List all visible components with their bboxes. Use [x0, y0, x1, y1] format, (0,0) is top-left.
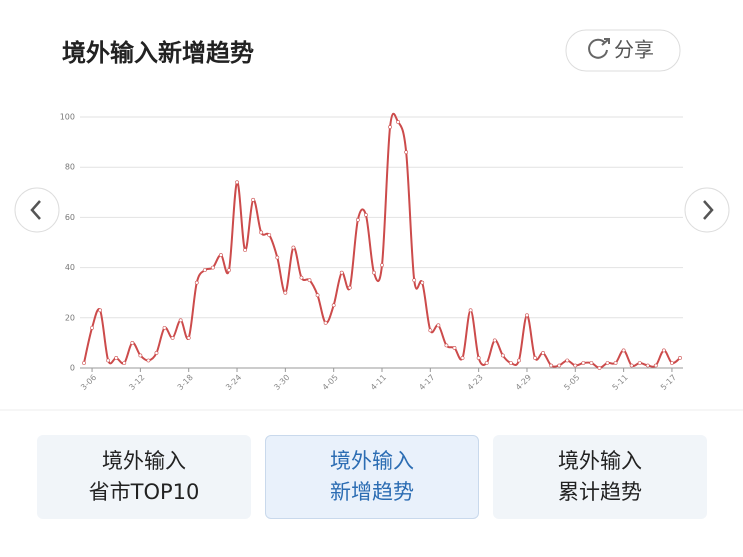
- tab-line: 累计趋势: [558, 480, 642, 504]
- chart: 境外输入新增趋势 分享: [62, 29, 681, 72]
- tab[interactable]: 境外输入省市TOP10: [37, 435, 251, 519]
- tab-line: 省市TOP10: [88, 480, 200, 504]
- chart-title: 境外输入新增趋势: [62, 39, 254, 67]
- card: 境外输入新增趋势 分享: [30, 10, 710, 410]
- share-label[interactable]: 分享: [614, 38, 654, 62]
- tab-line: 境外输入: [102, 449, 186, 473]
- tab[interactable]: 境外输入 累计趋势: [493, 435, 707, 519]
- share-icon: [588, 38, 610, 59]
- tab-line: 境外输入: [558, 449, 642, 473]
- tab-line: 新增趋势: [330, 480, 414, 504]
- tab[interactable]: 境外输入 新增趋势: [265, 435, 479, 519]
- tab-line: 境外输入: [330, 449, 414, 473]
